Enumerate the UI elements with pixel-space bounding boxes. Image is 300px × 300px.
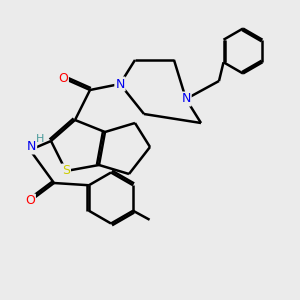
- Text: H: H: [36, 134, 45, 145]
- Text: S: S: [62, 164, 70, 178]
- Text: N: N: [115, 77, 125, 91]
- Text: N: N: [181, 92, 191, 106]
- Text: N: N: [27, 140, 36, 154]
- Text: O: O: [25, 194, 35, 208]
- Text: O: O: [58, 71, 68, 85]
